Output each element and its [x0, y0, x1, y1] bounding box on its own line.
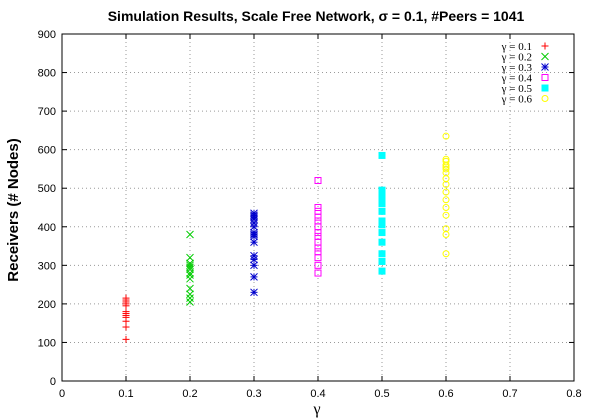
data-point: [314, 232, 322, 240]
data-point: [250, 251, 258, 260]
data-point: [314, 177, 322, 185]
data-point: [314, 207, 322, 215]
grid-lines: [62, 34, 574, 381]
data-point: [378, 250, 386, 258]
data-point: [250, 228, 258, 237]
data-point: [442, 204, 450, 211]
data-point: [314, 204, 322, 211]
data-point: [122, 294, 130, 302]
data-point: [186, 269, 194, 277]
y-tick-label: 700: [38, 106, 56, 118]
legend: γ = 0.1γ = 0.2γ = 0.3γ = 0.4γ = 0.5γ = 0…: [501, 41, 549, 106]
y-axis-label: Receivers (# Nodes): [5, 138, 22, 281]
data-point: [314, 248, 322, 256]
y-tick-label: 900: [38, 29, 56, 41]
data-point: [250, 261, 258, 270]
data-point: [186, 271, 194, 279]
data-point: [314, 217, 322, 225]
legend-label: γ = 0.5: [501, 83, 533, 95]
data-point: [378, 267, 386, 275]
data-point: [314, 261, 322, 269]
x-axis-label: γ: [312, 401, 320, 418]
y-tick-label: 200: [38, 299, 56, 311]
data-point: [186, 290, 194, 299]
data-point: [378, 186, 386, 194]
legend-marker: [541, 84, 549, 92]
legend-label: γ = 0.1: [501, 41, 532, 53]
y-tick-label: 100: [38, 337, 56, 349]
data-point: [186, 230, 194, 239]
data-point: [186, 274, 194, 283]
data-point: [442, 132, 450, 140]
y-tick-label: 400: [38, 222, 56, 234]
data-point: [250, 255, 258, 264]
data-point: [186, 263, 194, 272]
data-point: [378, 207, 386, 215]
x-tick-label: 0.8: [566, 388, 581, 400]
data-point: [186, 298, 194, 306]
data-point: [186, 259, 194, 268]
data-point: [442, 188, 450, 196]
chart-title: Simulation Results, Scale Free Network, …: [108, 8, 525, 24]
legend-marker: [541, 52, 549, 61]
data-point: [314, 213, 322, 221]
legend-marker: [541, 63, 549, 71]
data-point: [442, 155, 450, 163]
data-point: [442, 157, 450, 165]
axis-ticks: 0 100 200 300 400 500 600 700 800 900 0 0.1 0.2 0.3 0.…: [38, 29, 582, 400]
data-point: [186, 294, 194, 302]
data-point: [378, 229, 386, 237]
legend-marker: [541, 95, 549, 102]
x-tick-label: 0: [59, 388, 65, 400]
y-tick-label: 500: [38, 183, 56, 195]
x-tick-label: 0.2: [182, 388, 197, 400]
y-tick-label: 0: [50, 376, 56, 388]
legend-marker: [541, 74, 549, 81]
data-point: [378, 238, 386, 246]
data-point: [378, 217, 386, 225]
data-point: [442, 250, 450, 258]
x-tick-label: 0.3: [246, 388, 261, 400]
data-point: [314, 269, 322, 277]
x-tick-label: 0.1: [118, 388, 133, 400]
data-point: [122, 335, 130, 343]
data-point: [442, 165, 450, 173]
y-tick-label: 800: [38, 68, 56, 80]
x-tick-label: 0.5: [374, 388, 389, 400]
legend-label: γ = 0.6: [501, 94, 533, 106]
legend-label: γ = 0.2: [501, 52, 532, 64]
data-point: [378, 257, 386, 265]
legend-label: γ = 0.3: [501, 62, 533, 74]
legend-label: γ = 0.4: [501, 73, 533, 85]
data-point: [250, 288, 258, 297]
data-point: [186, 284, 194, 293]
data-point: [442, 211, 450, 219]
data-point: [314, 254, 322, 262]
data-point: [442, 225, 450, 233]
data-point: [378, 151, 386, 159]
data-point: [186, 253, 194, 262]
x-tick-label: 0.7: [502, 388, 517, 400]
y-tick-label: 300: [38, 260, 56, 272]
data-point: [442, 196, 450, 204]
x-tick-label: 0.4: [310, 388, 325, 400]
y-tick-label: 600: [38, 145, 56, 157]
data-point: [250, 209, 258, 218]
data-point: [186, 265, 194, 274]
legend-marker: [541, 42, 549, 50]
data-point: [250, 273, 258, 281]
x-tick-label: 0.6: [438, 388, 453, 400]
data-points: [122, 132, 450, 343]
data-point: [186, 261, 194, 270]
